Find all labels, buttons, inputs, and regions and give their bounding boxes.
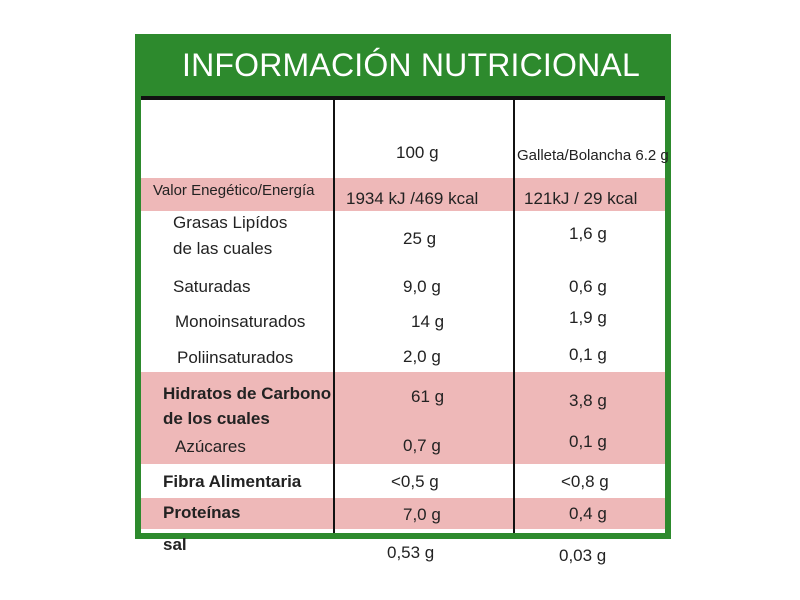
table-top-border [141,96,665,100]
row-mono-serving: 1,9 g [569,308,607,327]
row-energy-100g: 1934 kJ /469 kcal [346,189,479,208]
row-fats-serving: 1,6 g [569,224,607,243]
row-saturated-100g: 9,0 g [403,277,441,296]
header-100g: 100 g [396,143,439,162]
row-sugars-serving: 0,1 g [569,432,607,451]
row-protein-serving: 0,4 g [569,504,607,523]
row-fibre-100g: <0,5 g [391,472,439,491]
panel-title: INFORMACIÓN NUTRICIONAL [182,46,640,83]
row-label-fats: Grasas Lipídos [173,213,288,232]
row-saturated-serving: 0,6 g [569,277,607,296]
column-divider-1 [333,100,335,533]
row-highlight-energy [141,178,665,211]
row-protein-100g: 7,0 g [403,505,441,524]
row-energy-serving: 121kJ / 29 kcal [524,189,638,208]
header-serving: Galleta/Bolancha 6.2 g [517,147,669,164]
row-carbs-100g: 61 g [411,387,445,406]
row-fats-100g: 25 g [403,229,437,248]
row-label-mono: Monoinsaturados [175,312,306,331]
row-highlight-carbs [141,372,665,464]
row-highlight-protein [141,498,665,529]
row-label-poly: Poliinsaturados [177,348,294,367]
row-label-salt: sal [163,535,187,554]
row-label-carbs-sub: de los cuales [163,409,270,428]
row-poly-100g: 2,0 g [403,347,441,366]
row-salt-100g: 0,53 g [387,543,435,562]
row-label-protein: Proteínas [163,503,241,522]
row-fibre-serving: <0,8 g [561,472,609,491]
row-mono-100g: 14 g [411,312,445,331]
row-poly-serving: 0,1 g [569,345,607,364]
nutrition-table: 100 g Galleta/Bolancha 6.2 g Valor Enegé… [141,96,669,565]
row-label-fibre: Fibra Alimentaria [163,472,302,491]
row-sugars-100g: 0,7 g [403,436,441,455]
row-label-sugars: Azúcares [175,437,246,456]
column-divider-2 [513,100,515,533]
row-label-energy: Valor Enegético/Energía [153,182,315,199]
row-label-carbs: Hidratos de Carbono [163,384,332,403]
row-label-fats-sub: de las cuales [173,239,273,258]
row-salt-serving: 0,03 g [559,546,607,565]
row-label-saturated: Saturadas [173,277,251,296]
row-carbs-serving: 3,8 g [569,391,607,410]
nutrition-panel: INFORMACIÓN NUTRICIONAL 100 g Galleta/Bo… [135,34,671,565]
